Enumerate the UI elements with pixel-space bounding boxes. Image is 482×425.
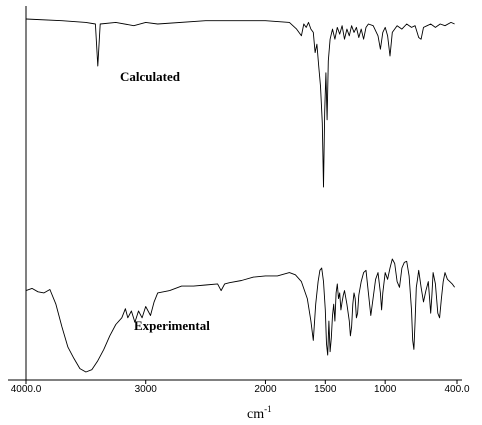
x-tick-label: 3000: [135, 384, 158, 395]
x-tick-label: 400.0: [444, 384, 469, 395]
x-axis-ticks: 4000.0 3000 2000 1500 1000 400.0: [11, 380, 470, 395]
experimental-trace: [25, 258, 455, 373]
x-tick-label: 1000: [374, 384, 397, 395]
x-axis-label: cm-1: [247, 404, 272, 422]
calculated-spectrum: [25, 18, 455, 188]
x-tick-label: 4000.0: [11, 384, 42, 395]
experimental-spectrum: [25, 258, 455, 373]
x-tick-label: 2000: [254, 384, 277, 395]
calculated-trace: [25, 18, 455, 188]
x-tick-label: 1500: [314, 384, 337, 395]
series-label-experimental: Experimental: [134, 318, 210, 333]
series-label-calculated: Calculated: [120, 69, 181, 84]
